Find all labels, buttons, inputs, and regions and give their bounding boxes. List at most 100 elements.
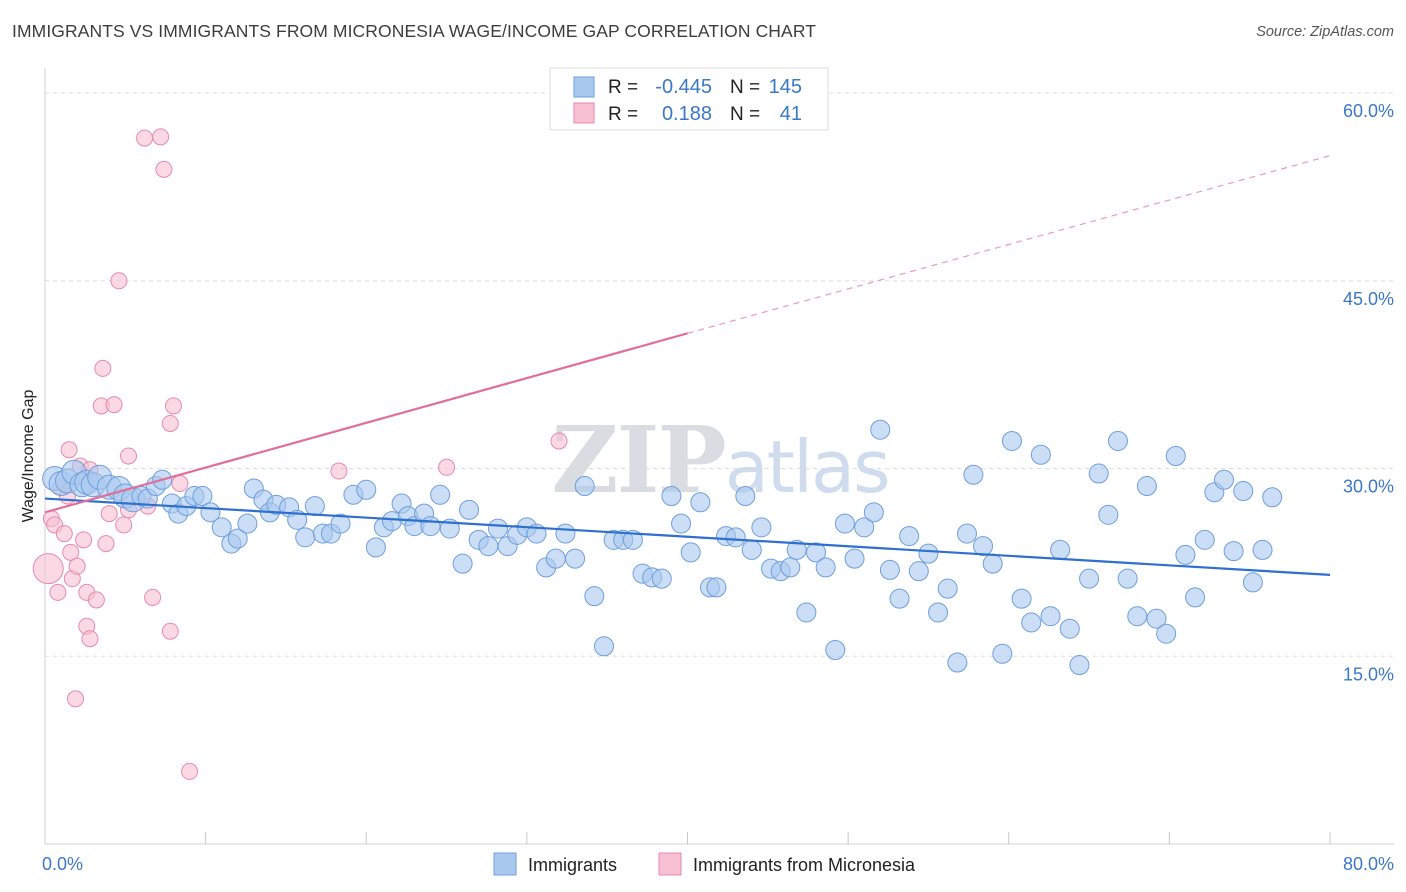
- immigrants-point: [1107, 430, 1128, 451]
- grid-lines: [45, 92, 1394, 657]
- immigrants-point: [899, 526, 920, 547]
- stats-legend: R = -0.445 N = 145 R = 0.188 N = 41: [549, 67, 829, 131]
- micronesia-point: [97, 535, 115, 553]
- immigrants-point: [1242, 572, 1263, 593]
- immigrants-point: [671, 513, 692, 534]
- x-tick-label-max: 80.0%: [1343, 854, 1394, 874]
- immigrants-point: [956, 523, 977, 544]
- immigrants-point: [1127, 606, 1148, 627]
- immigrants-point: [870, 419, 891, 440]
- immigrants-point: [211, 517, 232, 538]
- immigrants-point: [304, 496, 325, 517]
- micronesia-point: [68, 557, 86, 575]
- micronesia-point: [161, 622, 179, 640]
- stats-r-value-blue: -0.445: [655, 76, 712, 98]
- immigrants-point: [973, 536, 994, 557]
- stats-r-label-blue: R =: [608, 77, 638, 98]
- micronesia-trend-extension: [687, 155, 1331, 334]
- micronesia-point: [32, 553, 64, 585]
- micronesia-point: [181, 762, 199, 780]
- micronesia-points: [32, 128, 568, 780]
- immigrants-point: [1223, 541, 1244, 562]
- immigrants-point: [555, 523, 576, 544]
- trend-lines: [44, 155, 1331, 577]
- chart-title: IMMIGRANTS VS IMMIGRANTS FROM MICRONESIA…: [12, 21, 817, 41]
- immigrants-point: [1098, 504, 1119, 525]
- stats-r-value-pink: 0.188: [662, 103, 712, 125]
- immigrants-point: [1021, 612, 1042, 633]
- immigrants-point: [622, 529, 643, 550]
- immigrants-point: [889, 588, 910, 609]
- immigrants-point: [1233, 481, 1254, 502]
- immigrants-point: [237, 513, 258, 534]
- immigrants-point: [806, 542, 826, 563]
- immigrants-point: [963, 464, 984, 485]
- immigrants-point: [854, 517, 875, 538]
- immigrants-point: [593, 636, 614, 657]
- immigrants-point: [908, 561, 929, 582]
- immigrants-point: [844, 548, 865, 569]
- legend-swatch-immigrants: [493, 852, 517, 876]
- immigrants-trend-line: [44, 497, 1331, 577]
- immigrants-point: [1146, 608, 1167, 629]
- x-axis-ticks: [205, 832, 1331, 844]
- immigrants-point: [1117, 568, 1138, 589]
- immigrants-point: [725, 527, 746, 548]
- micronesia-point: [49, 583, 67, 601]
- immigrants-point: [227, 528, 248, 549]
- immigrants-point: [287, 509, 308, 530]
- micronesia-point: [87, 591, 105, 609]
- immigrants-point: [735, 486, 756, 507]
- immigrants-point: [1175, 544, 1196, 565]
- micronesia-point: [120, 447, 138, 465]
- micronesia-point: [155, 160, 173, 178]
- immigrants-point: [330, 513, 351, 534]
- micronesia-point: [550, 432, 568, 450]
- immigrants-point: [192, 486, 213, 507]
- immigrants-point: [780, 557, 801, 578]
- micronesia-point: [144, 588, 162, 606]
- immigrants-point: [937, 578, 958, 599]
- stats-n-value-pink: 41: [780, 103, 802, 125]
- micronesia-point: [115, 516, 133, 534]
- y-axis-title: Wage/Income Gap: [20, 390, 37, 523]
- micronesia-point: [110, 272, 128, 290]
- immigrants-point: [879, 559, 900, 580]
- micronesia-point: [60, 441, 78, 459]
- micronesia-point: [152, 128, 170, 146]
- micronesia-point: [67, 690, 85, 708]
- micronesia-point: [55, 525, 73, 543]
- immigrants-point: [741, 539, 762, 560]
- micronesia-point: [330, 462, 348, 480]
- immigrants-point: [459, 499, 480, 520]
- immigrants-point: [430, 484, 451, 505]
- y-tick-label: 60.0%: [1343, 101, 1394, 121]
- immigrants-point: [815, 557, 836, 578]
- micronesia-point: [81, 630, 99, 648]
- immigrants-point: [295, 527, 316, 548]
- immigrants-point: [680, 542, 701, 563]
- stats-n-value-blue: 145: [769, 76, 802, 98]
- immigrants-point: [584, 586, 605, 607]
- y-tick-label: 30.0%: [1343, 477, 1394, 497]
- stats-n-label-pink: N =: [730, 104, 760, 125]
- immigrants-point: [834, 513, 855, 534]
- immigrants-point: [574, 476, 595, 497]
- immigrants-points: [42, 419, 1283, 676]
- immigrants-point: [545, 548, 566, 569]
- immigrants-point: [1030, 444, 1051, 465]
- immigrants-point: [1079, 568, 1100, 589]
- bottom-legend: Immigrants Immigrants from Micronesia: [493, 852, 916, 876]
- immigrants-point: [365, 537, 386, 558]
- micronesia-point: [75, 531, 93, 549]
- immigrants-point: [825, 640, 846, 660]
- stats-n-label-blue: N =: [730, 77, 760, 98]
- immigrants-point: [863, 502, 884, 523]
- immigrants-point: [786, 539, 807, 560]
- immigrants-point: [706, 577, 727, 598]
- immigrants-point: [478, 536, 499, 557]
- stats-legend-swatch-blue: [573, 76, 595, 98]
- immigrants-point: [1252, 539, 1273, 560]
- micronesia-point: [438, 458, 456, 476]
